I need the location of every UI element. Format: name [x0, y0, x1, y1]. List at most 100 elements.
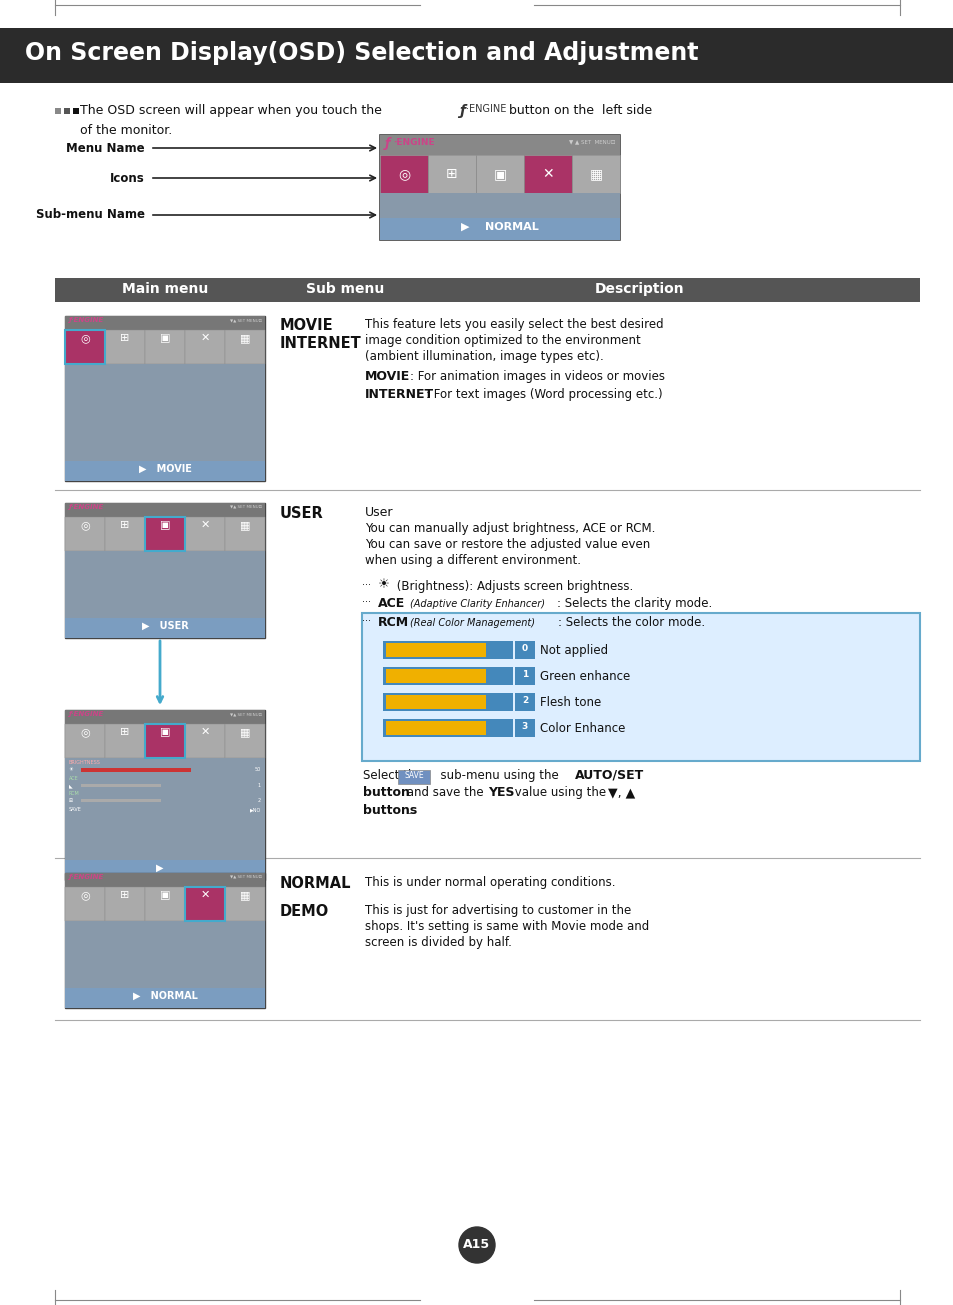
Text: ƒ·ENGINE: ƒ·ENGINE — [68, 504, 103, 510]
Text: ▣: ▣ — [493, 167, 506, 181]
Text: ▼ ▲ SET  MENU⊡: ▼ ▲ SET MENU⊡ — [568, 140, 615, 144]
Text: ⊞: ⊞ — [446, 167, 457, 181]
Text: ACE: ACE — [377, 596, 405, 609]
FancyBboxPatch shape — [65, 364, 265, 461]
Text: ▶NO: ▶NO — [250, 806, 261, 812]
Text: ⊞: ⊞ — [120, 890, 130, 900]
Text: Sub-menu Name: Sub-menu Name — [36, 209, 145, 222]
FancyBboxPatch shape — [65, 724, 265, 758]
Text: ✕: ✕ — [200, 890, 210, 900]
Text: MOVIE: MOVIE — [365, 371, 410, 382]
Text: .: . — [408, 804, 412, 817]
Text: ▼▲ SET MENU⊡: ▼▲ SET MENU⊡ — [230, 713, 262, 716]
FancyBboxPatch shape — [185, 887, 225, 921]
FancyBboxPatch shape — [55, 278, 919, 301]
Text: ✕: ✕ — [200, 519, 210, 530]
FancyBboxPatch shape — [382, 719, 513, 737]
Text: ◎: ◎ — [80, 727, 90, 737]
Text: ƒ·ENGINE: ƒ·ENGINE — [68, 711, 103, 716]
FancyBboxPatch shape — [65, 988, 265, 1007]
Text: BRIGHTNESS: BRIGHTNESS — [69, 760, 101, 765]
FancyBboxPatch shape — [65, 758, 265, 860]
Text: Menu Name: Menu Name — [67, 141, 145, 154]
Text: Main menu: Main menu — [122, 282, 208, 296]
FancyBboxPatch shape — [65, 502, 265, 517]
Text: : Selects the clarity mode.: : Selects the clarity mode. — [557, 596, 712, 609]
Text: ◎: ◎ — [397, 167, 410, 181]
FancyBboxPatch shape — [65, 619, 265, 638]
Text: ···: ··· — [361, 616, 371, 626]
FancyBboxPatch shape — [379, 218, 619, 240]
Text: 3: 3 — [521, 722, 528, 731]
Text: ·ENGINE: ·ENGINE — [393, 138, 435, 147]
FancyBboxPatch shape — [185, 517, 225, 551]
FancyBboxPatch shape — [65, 316, 265, 330]
Text: screen is divided by half.: screen is divided by half. — [365, 936, 512, 949]
FancyBboxPatch shape — [379, 134, 619, 155]
Text: (Real Color Management): (Real Color Management) — [410, 619, 535, 628]
FancyBboxPatch shape — [386, 669, 485, 683]
Text: You can manually adjust brightness, ACE or RCM.: You can manually adjust brightness, ACE … — [365, 522, 655, 535]
FancyBboxPatch shape — [105, 330, 145, 364]
FancyBboxPatch shape — [105, 887, 145, 921]
FancyBboxPatch shape — [145, 724, 185, 758]
FancyBboxPatch shape — [428, 155, 476, 193]
Text: shops. It's setting is same with Movie mode and: shops. It's setting is same with Movie m… — [365, 920, 649, 933]
Text: AUTO/SET: AUTO/SET — [575, 769, 643, 782]
Text: : For text images (Word processing etc.): : For text images (Word processing etc.) — [426, 388, 662, 401]
Text: YES: YES — [488, 786, 514, 799]
Text: ƒ·ENGINE: ƒ·ENGINE — [68, 317, 103, 324]
Text: : For animation images in videos or movies: : For animation images in videos or movi… — [410, 371, 664, 382]
FancyBboxPatch shape — [361, 613, 919, 761]
Text: 2: 2 — [521, 696, 528, 705]
FancyBboxPatch shape — [65, 873, 265, 1007]
Text: ▼▲ SET MENU⊡: ▼▲ SET MENU⊡ — [230, 874, 262, 880]
Text: 50: 50 — [254, 767, 261, 773]
Text: ◎: ◎ — [80, 333, 90, 343]
Text: ⊞: ⊞ — [120, 727, 130, 737]
FancyBboxPatch shape — [145, 330, 185, 364]
Text: ▶   USER: ▶ USER — [141, 621, 188, 632]
FancyBboxPatch shape — [382, 667, 513, 685]
Text: Description: Description — [595, 282, 684, 296]
FancyBboxPatch shape — [65, 710, 265, 880]
Text: This is under normal operating conditions.: This is under normal operating condition… — [365, 876, 615, 889]
Text: (ambient illumination, image types etc).: (ambient illumination, image types etc). — [365, 350, 603, 363]
Text: INTERNET: INTERNET — [365, 388, 434, 401]
Text: Icons: Icons — [111, 171, 145, 184]
FancyBboxPatch shape — [81, 784, 161, 787]
FancyBboxPatch shape — [73, 108, 79, 114]
Text: ···: ··· — [361, 579, 371, 590]
Text: ƒ: ƒ — [458, 104, 464, 117]
Text: This is just for advertising to customer in the: This is just for advertising to customer… — [365, 904, 631, 917]
Text: ▣: ▣ — [159, 727, 170, 737]
Text: RCM: RCM — [377, 616, 409, 629]
Text: ▼▲ SET MENU⊡: ▼▲ SET MENU⊡ — [230, 318, 262, 322]
FancyBboxPatch shape — [65, 316, 265, 482]
Text: ◎: ◎ — [80, 890, 90, 900]
Text: ACE: ACE — [69, 776, 79, 780]
FancyBboxPatch shape — [65, 724, 105, 758]
FancyBboxPatch shape — [145, 887, 185, 921]
Text: ▦: ▦ — [239, 519, 250, 530]
Text: Select the: Select the — [363, 769, 422, 782]
FancyBboxPatch shape — [145, 517, 185, 551]
Text: 1: 1 — [257, 783, 261, 788]
FancyBboxPatch shape — [225, 330, 265, 364]
Text: (Adaptive Clarity Enhancer): (Adaptive Clarity Enhancer) — [410, 599, 544, 609]
Text: ▦: ▦ — [239, 890, 250, 900]
FancyBboxPatch shape — [65, 887, 265, 921]
FancyBboxPatch shape — [64, 108, 70, 114]
FancyBboxPatch shape — [515, 693, 535, 711]
FancyBboxPatch shape — [65, 461, 265, 482]
Circle shape — [458, 1227, 495, 1263]
FancyBboxPatch shape — [185, 724, 225, 758]
Text: ✕: ✕ — [200, 727, 210, 737]
Text: ƒ: ƒ — [385, 137, 390, 150]
FancyBboxPatch shape — [382, 641, 513, 659]
Text: User: User — [365, 506, 393, 519]
FancyBboxPatch shape — [386, 696, 485, 709]
FancyBboxPatch shape — [65, 887, 105, 921]
FancyBboxPatch shape — [225, 517, 265, 551]
Text: button: button — [363, 786, 410, 799]
